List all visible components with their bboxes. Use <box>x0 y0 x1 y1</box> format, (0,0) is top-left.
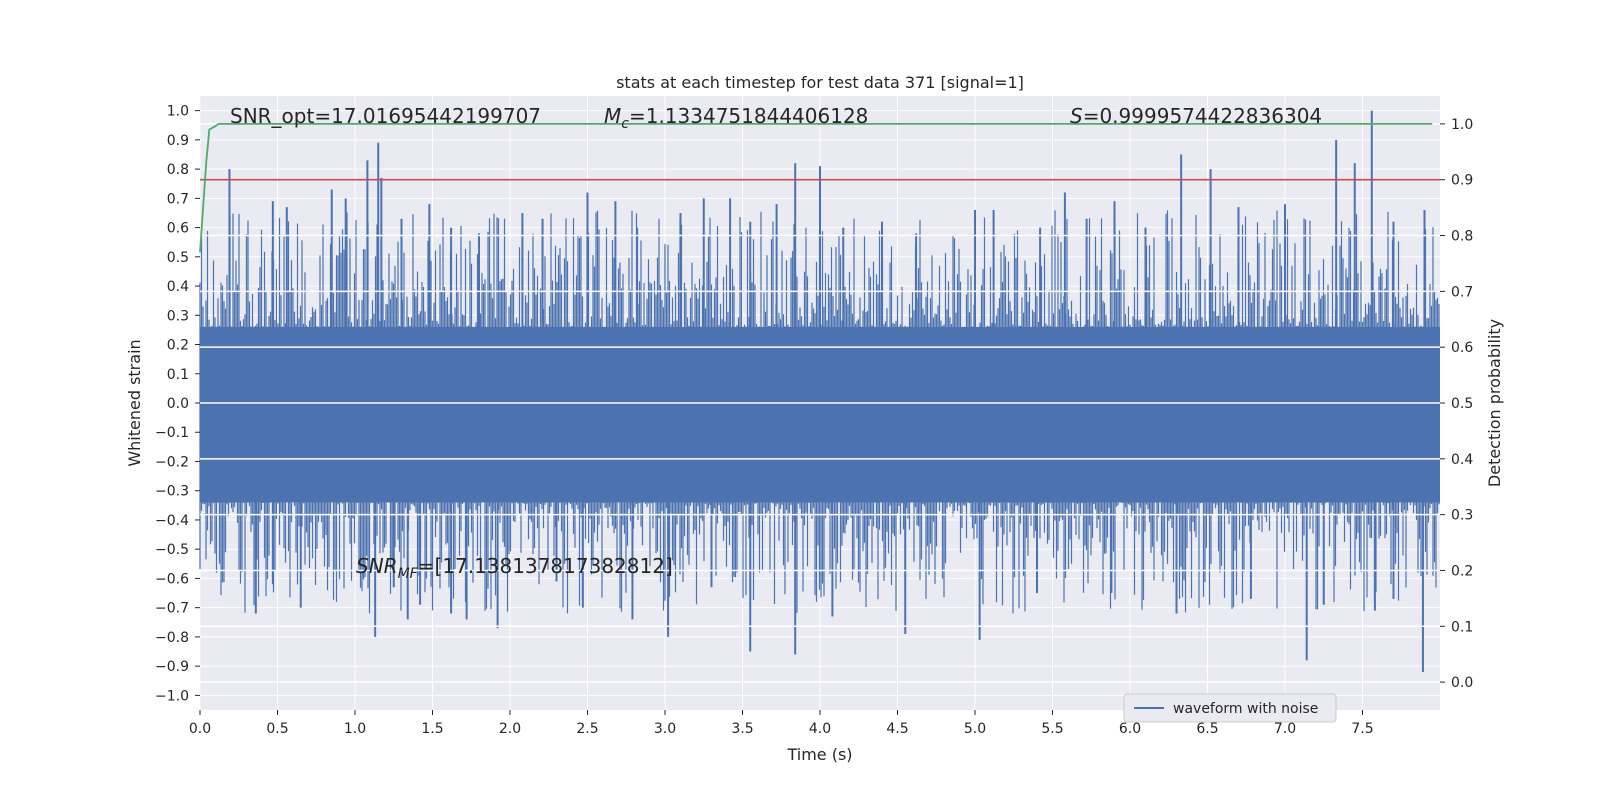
x-axis-label: Time (s) <box>786 745 852 764</box>
y2-tick-label-2: 0.8 <box>1451 229 1473 245</box>
annotation-snr-mf-subscript: MF <box>398 566 419 582</box>
x-tick-label-12: 6.0 <box>1119 721 1141 737</box>
legend-label-waveform: waveform with noise <box>1173 701 1318 717</box>
y-tick-label-5: 0.5 <box>167 250 189 266</box>
y2-tick-label-4: 0.6 <box>1451 340 1473 356</box>
y-tick-label-8: 0.2 <box>167 338 189 354</box>
waveform-spikes <box>199 110 1440 672</box>
y-tick-label-0: 1.0 <box>167 104 189 120</box>
legend-box <box>1123 693 1337 723</box>
annotation-snr-mf: SNRMF=[17.138137817382812] <box>356 554 673 582</box>
y-tick-label-15: −0.5 <box>155 542 189 558</box>
x-tick-label-5: 2.5 <box>576 721 598 737</box>
x-tick-labels: 0.0 0.5 1.0 1.5 2.0 2.5 3.0 3.5 4.0 4.5 5.0 5.5 6.0 6… <box>189 710 1374 737</box>
y-tick-label-12: −0.2 <box>155 454 189 470</box>
y-tick-label-17: −0.7 <box>155 601 189 617</box>
y-tick-label-13: −0.3 <box>155 484 189 500</box>
annotation-chirp-mass-symbol: M <box>604 104 621 128</box>
y-tick-label-1: 0.9 <box>167 133 189 149</box>
y-axis-label: Whitened strain <box>125 339 144 466</box>
y-tick-label-7: 0.3 <box>167 308 189 324</box>
x-tick-label-10: 5.0 <box>964 721 986 737</box>
x-tick-label-7: 3.5 <box>731 721 753 737</box>
x-tick-label-13: 6.5 <box>1196 721 1218 737</box>
y-tick-label-18: −0.8 <box>155 630 189 646</box>
y2-axis-label: Detection probability <box>1485 319 1504 487</box>
x-tick-label-11: 5.5 <box>1041 721 1063 737</box>
x-tick-label-2: 1.0 <box>344 721 366 737</box>
annotation-chirp-mass-subscript: c <box>621 116 629 132</box>
annotation-snr-mf-value: =[17.138137817382812] <box>418 554 673 578</box>
y2-tick-labels: 1.0 0.9 0.8 0.7 0.6 0.5 0.4 0.3 0.2 0.1 0.0 <box>1440 117 1473 691</box>
waveform-noise <box>199 210 1440 614</box>
y-tick-label-11: −0.1 <box>155 425 189 441</box>
x-tick-label-4: 2.0 <box>499 721 521 737</box>
y-tick-label-3: 0.7 <box>167 191 189 207</box>
y-tick-labels: 1.0 0.9 0.8 0.7 0.6 0.5 0.4 0.3 0.2 0.1 0.0 −0.1 −0.… <box>155 104 200 704</box>
annotation-chirp-mass-value: =1.1334751844406128 <box>629 104 868 128</box>
chart-title: stats at each timestep for test data 371… <box>616 73 1024 92</box>
x-tick-label-6: 3.0 <box>654 721 676 737</box>
annotation-s-value: =0.9999574422836304 <box>1083 104 1322 128</box>
annotation-snr-mf-symbol: SNR <box>356 554 398 578</box>
x-tick-label-9: 4.5 <box>886 721 908 737</box>
x-tick-label-1: 0.5 <box>266 721 288 737</box>
y2-tick-label-5: 0.5 <box>1451 396 1473 412</box>
x-tick-label-8: 4.0 <box>809 721 831 737</box>
annotation-s-symbol: S <box>1070 104 1083 128</box>
detection-probability-path <box>199 123 1433 253</box>
annotation-s: S=0.9999574422836304 <box>1070 104 1322 128</box>
y-tick-label-2: 0.8 <box>167 162 189 178</box>
y-tick-label-16: −0.6 <box>155 571 189 587</box>
detection-probability-line <box>199 123 1433 253</box>
x-tick-label-14: 7.0 <box>1274 721 1296 737</box>
y2-tick-label-10: 0.0 <box>1451 675 1473 691</box>
y-tick-label-19: −0.9 <box>155 659 189 675</box>
y-tick-label-9: 0.1 <box>167 367 189 383</box>
y2-tick-label-3: 0.7 <box>1451 284 1473 300</box>
y-tick-label-14: −0.4 <box>155 513 189 529</box>
annotation-chirp-mass: Mc=1.1334751844406128 <box>604 104 868 132</box>
x-tick-label-3: 1.5 <box>421 721 443 737</box>
y-tick-label-4: 0.6 <box>167 221 189 237</box>
y2-tick-label-8: 0.2 <box>1451 563 1473 579</box>
y-tick-label-6: 0.4 <box>167 279 189 295</box>
legend: waveform with noise <box>1123 693 1337 723</box>
y2-tick-label-9: 0.1 <box>1451 619 1473 635</box>
annotation-snr-opt: SNR_opt=17.01695442199707 <box>230 104 541 128</box>
y2-tick-label-6: 0.4 <box>1451 452 1473 468</box>
y2-tick-label-0: 1.0 <box>1451 117 1473 133</box>
y-tick-label-20: −1.0 <box>155 688 189 704</box>
y2-tick-label-7: 0.3 <box>1451 508 1473 524</box>
x-tick-label-15: 7.5 <box>1351 721 1373 737</box>
y2-tick-label-1: 0.9 <box>1451 173 1473 189</box>
y-tick-label-10: 0.0 <box>167 396 189 412</box>
x-tick-label-0: 0.0 <box>189 721 211 737</box>
